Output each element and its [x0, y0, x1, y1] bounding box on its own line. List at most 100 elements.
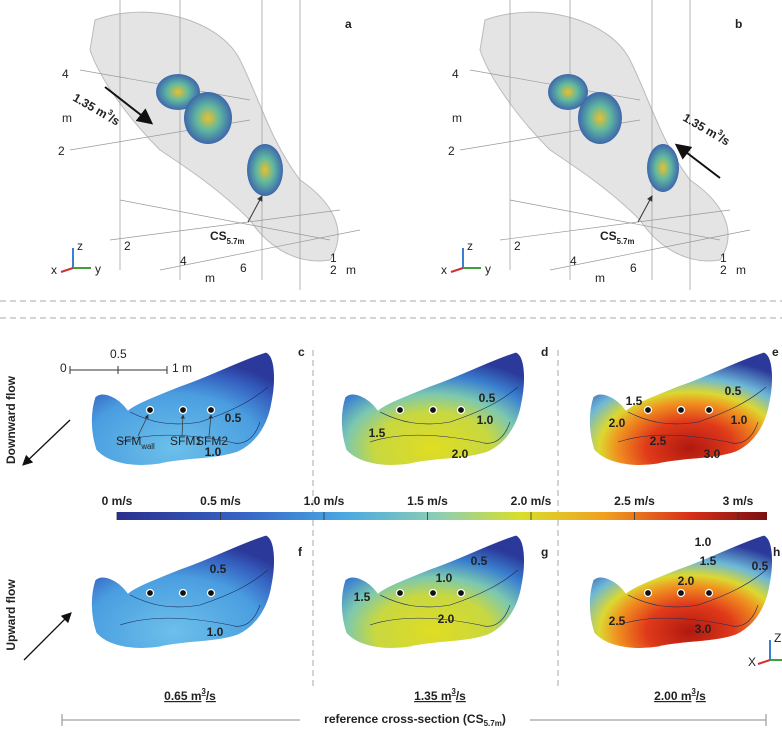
triad-label: y	[485, 262, 491, 276]
x-tick: 2	[720, 263, 727, 277]
contour-label: 2.0	[678, 574, 695, 588]
probe	[397, 590, 404, 597]
colorbar-label: 2.0 m/s	[511, 494, 552, 508]
colorbar	[117, 512, 767, 520]
z-unit: m	[452, 111, 462, 125]
panel-letter: a	[345, 17, 352, 31]
contour-label: 0.5	[725, 384, 742, 398]
scale-label: 0.5	[110, 347, 127, 361]
colorbar-label: 0 m/s	[102, 494, 133, 508]
contour-label: 1.0	[731, 413, 748, 427]
label-part: 1.35 m	[681, 110, 720, 141]
probe	[147, 590, 154, 597]
scale-label: 1 m	[172, 361, 192, 375]
triad-axis	[61, 268, 73, 272]
y-tick: 4	[180, 254, 187, 268]
triad-label: y	[95, 262, 101, 276]
label: CS5.7m	[600, 229, 635, 246]
cross-section: 0.5 1.0	[91, 535, 274, 648]
contour-label: 1.0	[207, 625, 224, 639]
y-tick: 2	[124, 239, 131, 253]
probe	[645, 407, 652, 414]
y-tick: 4	[570, 254, 577, 268]
colorbar-label: 1.0 m/s	[304, 494, 345, 508]
triad-axis	[451, 268, 463, 272]
label-part: 5.7m	[227, 237, 245, 246]
probe	[430, 407, 437, 414]
y-tick: 2	[514, 239, 521, 253]
contour-label: 0.5	[471, 554, 488, 568]
flow-rate: 0.65 m3/s	[164, 687, 216, 703]
triad-label: x	[51, 263, 57, 277]
contour-label: 2.5	[609, 614, 626, 628]
colorbar-label: 3 m/s	[723, 494, 754, 508]
triad-axis	[758, 660, 770, 664]
label-part: CS	[600, 229, 617, 243]
colorbar-label: 2.5 m/s	[614, 494, 655, 508]
row-label: Upward flow	[4, 579, 18, 651]
velocity-slice	[578, 92, 622, 144]
x-unit: m	[346, 263, 356, 277]
contour-label: 2.0	[438, 612, 455, 626]
panel-letter: g	[541, 545, 548, 559]
contour-label: 1.0	[477, 413, 494, 427]
probe	[208, 590, 215, 597]
label: CS5.7m	[210, 229, 245, 246]
label-part: 0.65 m	[164, 689, 201, 703]
contour-label: 1.0	[436, 571, 453, 585]
probe-label: SFM2	[196, 434, 228, 448]
panel-letter: b	[735, 17, 742, 31]
triad-label: X	[748, 655, 756, 669]
colorbar-label: 1.5 m/s	[407, 494, 448, 508]
triad-label: z	[467, 239, 473, 253]
contour-label: 0.5	[752, 559, 769, 573]
panel-3d: b42m246m12mzxyCS5.7m1.35 m3/s	[441, 0, 750, 290]
probe	[458, 407, 465, 414]
footer: reference cross-section (CS5.7m)	[324, 712, 506, 728]
flow-rate: 2.00 m3/s	[654, 687, 706, 703]
cross-section: 0.51.01.52.0	[341, 535, 524, 648]
z-tick: 4	[62, 67, 69, 81]
probe	[208, 407, 215, 414]
triad-label: z	[77, 239, 83, 253]
panel-letter: e	[772, 345, 779, 359]
contour-label: 0.5	[210, 562, 227, 576]
y-tick: 6	[630, 261, 637, 275]
probe	[430, 590, 437, 597]
probe	[180, 590, 187, 597]
contour-label: 3.0	[704, 447, 721, 461]
contour-label: 3.0	[695, 622, 712, 636]
contour-label: 1.5	[700, 554, 717, 568]
y-unit: m	[205, 271, 215, 285]
z-tick: 4	[452, 67, 459, 81]
probe	[397, 407, 404, 414]
contour-label: 1.5	[369, 426, 386, 440]
row-label: Downward flow	[4, 375, 18, 464]
panel-3d: a42m246m12mzxyCS5.7m1.35 m3/s	[51, 0, 360, 290]
y-tick: 6	[240, 261, 247, 275]
figure: Downward flow Upward flow reference cros…	[0, 0, 782, 729]
label-part: 1.35 m	[414, 689, 451, 703]
probe	[706, 590, 713, 597]
panel-letter: h	[773, 545, 780, 559]
scale-label: 0	[60, 361, 67, 375]
label-part: /s	[206, 689, 216, 703]
x-unit: m	[736, 263, 746, 277]
y-unit: m	[595, 271, 605, 285]
probe	[706, 407, 713, 414]
probe	[180, 407, 187, 414]
label-part: 5.7m	[617, 237, 635, 246]
label-part: 2.00 m	[654, 689, 691, 703]
triad-label: Z	[774, 631, 781, 645]
flow-rate: 1.35 m3/s	[414, 687, 466, 703]
z-unit: m	[62, 111, 72, 125]
panel-letter: f	[298, 545, 303, 559]
contour-label: 0.5	[225, 411, 242, 425]
contour-label: 2.5	[650, 434, 667, 448]
panel-letter: c	[298, 345, 305, 359]
contour-label: 1.0	[695, 535, 712, 549]
contour-label: 0.5	[479, 391, 496, 405]
colorbar-label: 0.5 m/s	[200, 494, 241, 508]
label-part: CS	[210, 229, 227, 243]
